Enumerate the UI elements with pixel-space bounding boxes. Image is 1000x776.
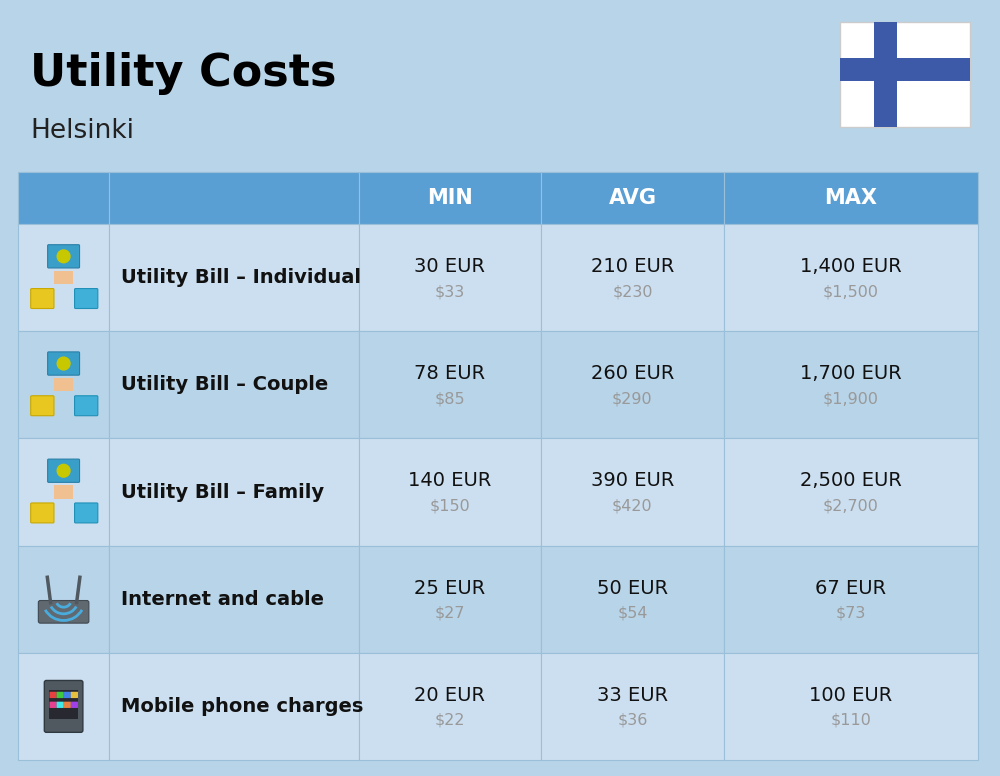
Text: Utility Bill – Individual: Utility Bill – Individual: [121, 268, 361, 287]
Text: $230: $230: [612, 284, 653, 299]
Circle shape: [57, 464, 70, 477]
Text: Utility Bill – Family: Utility Bill – Family: [121, 483, 324, 501]
FancyBboxPatch shape: [18, 331, 109, 438]
FancyBboxPatch shape: [109, 224, 359, 331]
FancyBboxPatch shape: [541, 172, 724, 224]
Text: $22: $22: [435, 713, 465, 728]
FancyBboxPatch shape: [31, 289, 54, 309]
Text: $290: $290: [612, 391, 653, 407]
Text: 78 EUR: 78 EUR: [414, 364, 486, 383]
FancyBboxPatch shape: [49, 691, 57, 698]
FancyBboxPatch shape: [359, 653, 541, 760]
FancyBboxPatch shape: [18, 546, 109, 653]
FancyBboxPatch shape: [109, 546, 359, 653]
FancyBboxPatch shape: [724, 331, 978, 438]
Text: 30 EUR: 30 EUR: [415, 257, 486, 276]
FancyBboxPatch shape: [48, 459, 80, 483]
Text: 20 EUR: 20 EUR: [415, 686, 486, 705]
Text: 25 EUR: 25 EUR: [414, 579, 486, 598]
FancyBboxPatch shape: [38, 601, 89, 623]
Text: 67 EUR: 67 EUR: [815, 579, 886, 598]
FancyBboxPatch shape: [109, 331, 359, 438]
FancyBboxPatch shape: [54, 485, 73, 499]
Text: $420: $420: [612, 498, 653, 514]
FancyBboxPatch shape: [44, 681, 83, 733]
FancyBboxPatch shape: [54, 271, 73, 284]
Text: 1,700 EUR: 1,700 EUR: [800, 364, 902, 383]
Text: $27: $27: [435, 606, 465, 621]
Text: $2,700: $2,700: [823, 498, 879, 514]
Text: 210 EUR: 210 EUR: [591, 257, 674, 276]
Text: Utility Bill – Couple: Utility Bill – Couple: [121, 376, 328, 394]
Circle shape: [57, 357, 70, 370]
FancyBboxPatch shape: [75, 289, 98, 309]
FancyBboxPatch shape: [75, 396, 98, 416]
FancyBboxPatch shape: [359, 331, 541, 438]
Text: 50 EUR: 50 EUR: [597, 579, 668, 598]
Text: $33: $33: [435, 284, 465, 299]
FancyBboxPatch shape: [49, 702, 57, 708]
Text: 1,400 EUR: 1,400 EUR: [800, 257, 902, 276]
FancyBboxPatch shape: [541, 653, 724, 760]
FancyBboxPatch shape: [840, 57, 970, 81]
FancyBboxPatch shape: [541, 224, 724, 331]
Text: 140 EUR: 140 EUR: [408, 472, 492, 490]
FancyBboxPatch shape: [64, 691, 71, 698]
Text: $1,900: $1,900: [823, 391, 879, 407]
FancyBboxPatch shape: [18, 172, 109, 224]
Text: $54: $54: [617, 606, 648, 621]
Text: 260 EUR: 260 EUR: [591, 364, 674, 383]
FancyBboxPatch shape: [359, 546, 541, 653]
Text: MIN: MIN: [427, 188, 473, 208]
FancyBboxPatch shape: [18, 653, 109, 760]
FancyBboxPatch shape: [71, 702, 78, 708]
Text: Mobile phone charges: Mobile phone charges: [121, 697, 364, 716]
FancyBboxPatch shape: [57, 702, 64, 708]
Text: Internet and cable: Internet and cable: [121, 590, 324, 608]
FancyBboxPatch shape: [109, 438, 359, 546]
FancyBboxPatch shape: [359, 224, 541, 331]
Text: Helsinki: Helsinki: [30, 118, 134, 144]
FancyBboxPatch shape: [359, 172, 541, 224]
Text: $85: $85: [435, 391, 465, 407]
FancyBboxPatch shape: [18, 438, 109, 546]
FancyBboxPatch shape: [109, 653, 359, 760]
FancyBboxPatch shape: [48, 244, 80, 268]
FancyBboxPatch shape: [840, 22, 970, 127]
FancyBboxPatch shape: [64, 702, 71, 708]
Text: 33 EUR: 33 EUR: [597, 686, 668, 705]
FancyBboxPatch shape: [541, 546, 724, 653]
FancyBboxPatch shape: [359, 438, 541, 546]
FancyBboxPatch shape: [724, 438, 978, 546]
FancyBboxPatch shape: [57, 691, 64, 698]
FancyBboxPatch shape: [724, 546, 978, 653]
FancyBboxPatch shape: [75, 503, 98, 523]
FancyBboxPatch shape: [71, 691, 78, 698]
FancyBboxPatch shape: [541, 331, 724, 438]
FancyBboxPatch shape: [48, 352, 80, 375]
FancyBboxPatch shape: [724, 224, 978, 331]
Text: $36: $36: [617, 713, 648, 728]
Text: AVG: AVG: [608, 188, 656, 208]
Text: $150: $150: [430, 498, 470, 514]
FancyBboxPatch shape: [109, 172, 359, 224]
Text: $110: $110: [830, 713, 871, 728]
Text: 2,500 EUR: 2,500 EUR: [800, 472, 902, 490]
FancyBboxPatch shape: [31, 396, 54, 416]
Text: MAX: MAX: [824, 188, 877, 208]
Text: $73: $73: [836, 606, 866, 621]
FancyBboxPatch shape: [724, 653, 978, 760]
FancyBboxPatch shape: [724, 172, 978, 224]
Text: $1,500: $1,500: [823, 284, 879, 299]
Circle shape: [57, 250, 70, 263]
FancyBboxPatch shape: [54, 378, 73, 391]
Text: 390 EUR: 390 EUR: [591, 472, 674, 490]
FancyBboxPatch shape: [31, 503, 54, 523]
FancyBboxPatch shape: [541, 438, 724, 546]
Text: 100 EUR: 100 EUR: [809, 686, 892, 705]
FancyBboxPatch shape: [18, 224, 109, 331]
FancyBboxPatch shape: [49, 690, 78, 719]
Text: Utility Costs: Utility Costs: [30, 52, 336, 95]
FancyBboxPatch shape: [874, 22, 897, 127]
